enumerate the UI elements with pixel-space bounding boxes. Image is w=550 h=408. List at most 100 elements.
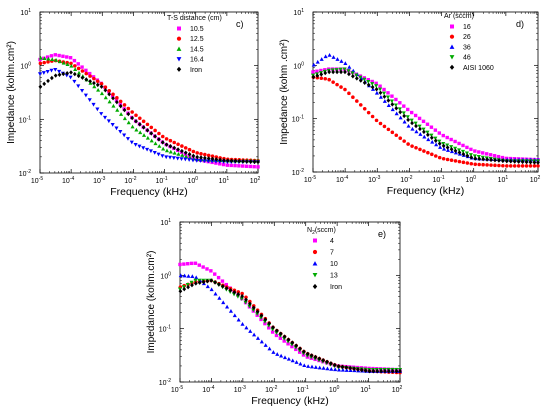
data-point — [339, 69, 343, 75]
data-point — [315, 69, 319, 73]
x-tick-label: 101 — [498, 175, 509, 184]
data-point — [382, 91, 387, 96]
data-point — [398, 368, 402, 374]
data-point — [84, 77, 89, 82]
data-point — [504, 156, 509, 161]
data-point — [493, 163, 497, 168]
data-point — [191, 149, 196, 154]
data-point — [240, 291, 244, 296]
data-point — [214, 157, 219, 162]
data-point — [339, 85, 343, 89]
data-point — [45, 55, 50, 59]
data-point — [178, 288, 183, 294]
data-point — [157, 137, 161, 142]
data-point — [164, 155, 169, 160]
data-point — [72, 58, 77, 63]
data-point — [182, 286, 187, 292]
data-point — [425, 122, 430, 126]
data-point — [282, 355, 288, 360]
data-point — [275, 328, 279, 333]
legend-marker — [177, 26, 181, 31]
legend-entry-label: 7 — [330, 250, 334, 257]
x-tick-label: 101 — [360, 385, 371, 394]
x-tick-label: 10-4 — [62, 176, 74, 185]
data-point — [107, 99, 112, 104]
data-point — [354, 73, 359, 78]
data-point — [76, 70, 82, 75]
data-point — [189, 261, 194, 266]
data-point — [422, 129, 426, 135]
legend-entry-label: Iron — [330, 284, 342, 291]
data-point — [319, 57, 324, 61]
data-point — [57, 69, 62, 74]
data-point — [87, 98, 92, 102]
data-point — [354, 76, 359, 81]
legend-entry-label: 36 — [463, 44, 471, 51]
series-46 — [310, 67, 541, 164]
data-point — [390, 102, 395, 107]
data-point — [220, 284, 225, 289]
data-point — [122, 116, 127, 121]
data-point — [263, 317, 268, 322]
data-point — [290, 340, 295, 345]
panel-label: c) — [236, 19, 244, 29]
data-point — [374, 87, 379, 92]
x-axis-label: Frequency (kHz) — [110, 186, 188, 198]
data-point — [390, 94, 394, 98]
data-point — [217, 282, 221, 287]
x-tick-label: 100 — [187, 176, 198, 185]
legend-marker — [312, 249, 318, 255]
data-point — [311, 70, 315, 74]
data-point — [366, 79, 371, 84]
data-point — [259, 313, 264, 318]
y-tick-label: 101 — [293, 8, 304, 17]
data-point — [45, 69, 50, 74]
data-point — [197, 280, 202, 285]
data-point — [187, 154, 191, 158]
data-point — [302, 349, 306, 354]
data-point — [429, 135, 434, 140]
data-point — [410, 126, 415, 131]
data-point — [278, 336, 283, 340]
legend-marker — [176, 57, 182, 62]
data-point — [497, 158, 501, 163]
y-tick-label: 100 — [160, 271, 171, 280]
data-point — [88, 74, 92, 78]
y-tick-label: 10-2 — [19, 169, 31, 178]
data-point — [141, 125, 146, 130]
data-point — [244, 295, 248, 300]
data-point — [340, 367, 345, 372]
data-point — [189, 280, 194, 285]
data-point — [410, 144, 414, 148]
data-point — [137, 122, 142, 127]
data-point — [453, 159, 458, 163]
data-point — [252, 164, 256, 169]
data-point — [240, 322, 245, 326]
data-point — [386, 368, 391, 374]
data-point — [393, 103, 398, 108]
data-point — [233, 163, 237, 168]
data-point — [149, 131, 154, 136]
data-point — [492, 154, 497, 158]
data-point — [375, 368, 380, 374]
data-point — [457, 148, 462, 153]
series-16-4 — [37, 67, 261, 165]
data-point — [445, 135, 449, 140]
data-point — [180, 144, 184, 148]
data-point — [333, 367, 338, 372]
data-point — [366, 77, 370, 82]
data-point — [111, 103, 116, 108]
data-point — [500, 155, 505, 160]
data-point — [111, 92, 115, 97]
data-point — [195, 154, 200, 160]
x-tick-label: 102 — [392, 385, 403, 394]
data-point — [398, 101, 402, 105]
data-point — [331, 69, 336, 75]
data-point — [418, 132, 423, 136]
data-point — [327, 53, 332, 57]
data-point — [378, 87, 383, 92]
data-point — [130, 115, 135, 121]
data-point — [49, 68, 54, 73]
data-point — [441, 133, 445, 138]
y-tick-label: 100 — [20, 62, 31, 71]
